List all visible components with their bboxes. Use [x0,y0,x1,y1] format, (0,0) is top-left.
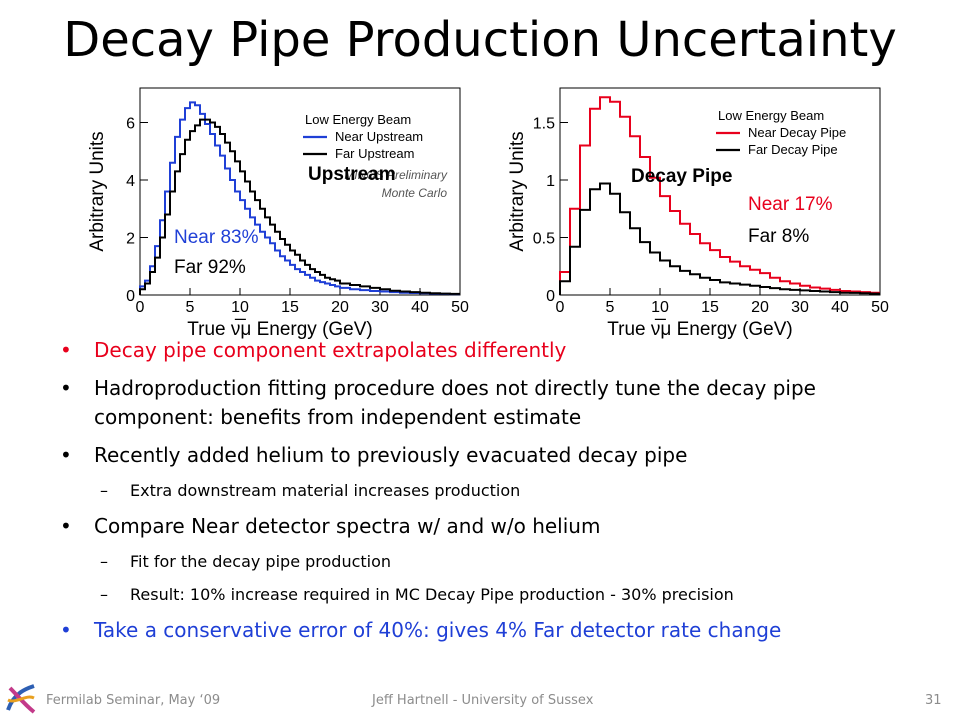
footer-author: Jeff Hartnell - University of Sussex [372,693,594,708]
footer-seminar: Fermilab Seminar, May ‘09 [46,693,221,708]
minos-logo-icon [6,684,36,714]
x-axis-label: True ν̅μ Energy (GeV) [607,319,793,340]
bullet-conservative-error: Take a conservative error of 40%: gives … [60,616,920,645]
x-tick-label: 15 [281,299,299,316]
chart-decay-pipe: 0 5 10 15 20 30 40 50 0 0.5 1 1.5 True ν̅μ Energy (G… [505,80,890,344]
x-tick-label: 10 [651,299,669,316]
x-tick-label: 40 [411,299,429,316]
legend-entry: Near Decay Pipe [748,125,846,140]
legend-entry: Far Decay Pipe [748,142,838,157]
x-tick-label: 30 [371,299,389,316]
series-line-0 [139,101,460,296]
y-tick-label: 6 [126,116,135,133]
y-tick-label: 0.5 [533,231,555,248]
bullet-decay-pipe-extrapolates: Decay pipe component extrapolates differ… [60,336,920,365]
x-tick-label: 20 [331,299,349,316]
y-tick-label: 1.5 [533,116,555,133]
x-axis-label: True ν̅μ Energy (GeV) [187,319,373,340]
far-percent-label: Far 92% [174,257,246,278]
page-title: Decay Pipe Production Uncertainty [63,12,897,68]
subbullet-downstream-material: Extra downstream material increases prod… [60,479,920,503]
series-line-1 [139,118,460,295]
x-tick-label: 20 [751,299,769,316]
x-tick-label: 5 [606,299,615,316]
chart-upstream-svg: 0 5 10 15 20 30 40 50 0 2 4 6 True ν̅μ Energy (GeV) A… [87,87,469,340]
x-tick-label: 15 [701,299,719,316]
x-tick-label: 50 [451,299,469,316]
y-tick-label: 1 [546,173,555,190]
overlay-label: Upstream [308,164,396,185]
x-tick-label: 30 [791,299,809,316]
x-tick-label: 10 [231,299,249,316]
y-axis-label: Arbitrary Units [507,131,528,251]
legend-entry: Far Upstream [335,146,414,161]
overlay-label: Decay Pipe [631,166,732,187]
near-percent-label: Near 83% [174,227,259,248]
footer-page-number: 31 [925,693,942,708]
near-percent-label: Near 17% [748,194,833,215]
x-tick-label: 5 [186,299,195,316]
x-tick-label: 0 [556,299,565,316]
chart-upstream: 0 5 10 15 20 30 40 50 0 2 4 6 True ν̅μ Energy (GeV) A… [85,80,470,344]
bullet-list: Decay pipe component extrapolates differ… [60,336,920,654]
y-tick-label: 4 [126,173,135,190]
subbullet-result: Result: 10% increase required in MC Deca… [60,583,920,607]
bullet-helium-added: Recently added helium to previously evac… [60,441,920,470]
plot-frame [139,87,461,296]
x-tick-label: 0 [136,299,145,316]
y-tick-label: 0 [126,288,135,305]
series-line-0 [559,96,880,295]
x-tick-label: 50 [871,299,889,316]
legend-title: Low Energy Beam [718,108,824,123]
legend-entry: Near Upstream [335,129,423,144]
far-percent-label: Far 8% [748,226,809,247]
bullet-compare-near-spectra: Compare Near detector spectra w/ and w/o… [60,512,920,541]
subbullet-fit-decay-pipe: Fit for the decay pipe production [60,550,920,574]
note-text: Monte Carlo [382,186,448,200]
bullet-hadroproduction: Hadroproduction fitting procedure does n… [60,374,920,432]
legend-title: Low Energy Beam [305,112,411,127]
chart-decay-pipe-svg: 0 5 10 15 20 30 40 50 0 0.5 1 1.5 True ν̅μ Energy (G… [507,87,889,340]
note-text: MINOS Preliminary [344,168,448,182]
y-axis-label: Arbitrary Units [87,131,108,251]
y-tick-label: 2 [126,231,135,248]
series-line-1 [559,182,880,295]
plot-frame [559,87,881,296]
x-tick-label: 40 [831,299,849,316]
y-tick-label: 0 [546,288,555,305]
